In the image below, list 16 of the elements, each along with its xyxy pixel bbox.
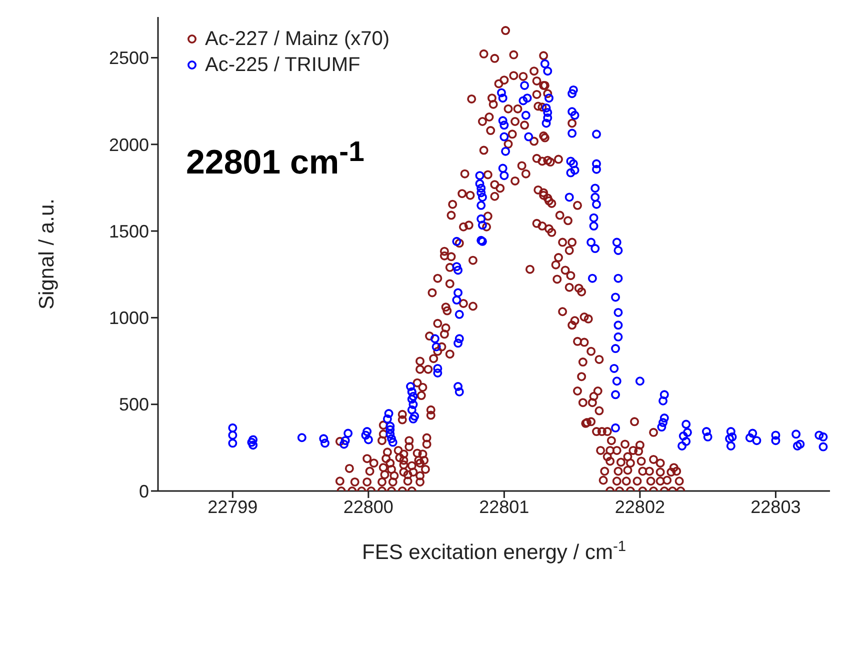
annotation: 22801 cm$^{-1}$ [186, 136, 364, 182]
x-tick-label: 22801 [479, 496, 530, 517]
y-tick-label: 1000 [108, 308, 149, 328]
legend-label: Ac-227 / Mainz (x70) [205, 27, 390, 52]
y-axis-title: Signal / a.u. [35, 198, 58, 310]
y-tick-label: 0 [138, 481, 149, 502]
y-tick-label: 1500 [108, 221, 149, 242]
y-tick-label: 500 [118, 394, 149, 415]
legend-label: Ac-225 / TRIUMF [205, 53, 360, 78]
x-tick-label: 22799 [208, 496, 258, 517]
y-tick-label: 2000 [108, 134, 149, 155]
x-tick-label: 22803 [750, 496, 801, 517]
y-tick-label: 2500 [108, 48, 149, 68]
x-tick-label: 22802 [614, 496, 665, 517]
x-axis-title: FES excitation energy / cm$^{-1}$ [362, 539, 626, 564]
x-tick-label: 22800 [343, 496, 394, 517]
